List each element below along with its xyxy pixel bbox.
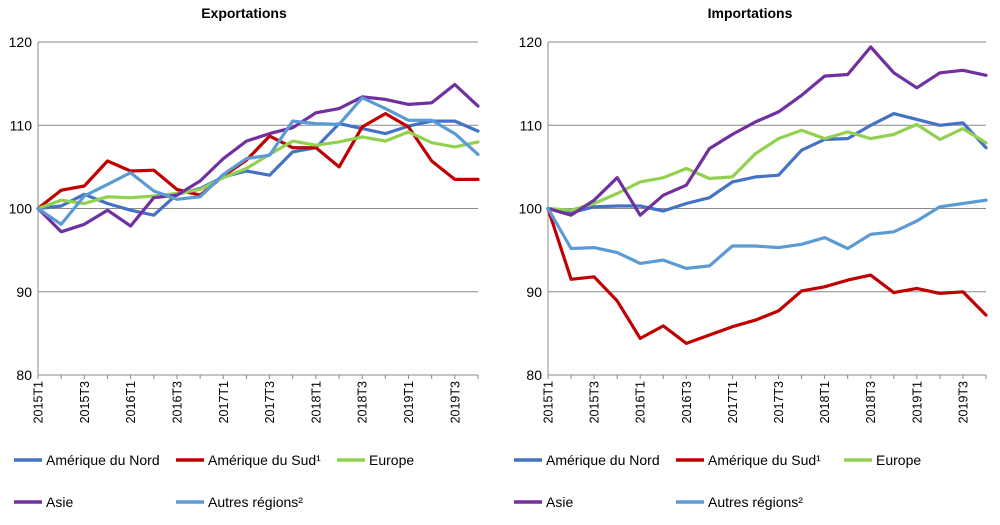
series-line-amerique-du-sud xyxy=(36,111,480,211)
legend-label-amerique-du-sud: Amérique du Sud¹ xyxy=(708,452,821,468)
x-tick-label: 2019T3 xyxy=(448,381,462,423)
legend-label-europe: Europe xyxy=(369,452,414,468)
x-tick-label: 2016T1 xyxy=(634,381,648,423)
series-line-amerique-du-sud xyxy=(546,206,988,345)
x-tick-label: 2018T1 xyxy=(309,381,323,423)
series-line-europe xyxy=(546,122,988,212)
x-tick-label: 2018T3 xyxy=(864,381,878,423)
exportations-chart: Exportations 80 90 100 110 120 2015T1 2015T3 201… xyxy=(9,5,480,510)
legend-label-amerique-du-nord: Amérique du Nord xyxy=(46,452,160,468)
x-tick-label: 2018T1 xyxy=(818,381,832,423)
series-line-amerique-du-nord xyxy=(36,119,480,217)
y-tick-label: 90 xyxy=(526,284,542,300)
y-tick-label: 100 xyxy=(519,201,543,217)
chart-title: Exportations xyxy=(201,5,287,21)
x-tick-label: 2015T3 xyxy=(78,381,92,423)
series-line-europe xyxy=(36,130,480,211)
y-tick-label: 100 xyxy=(9,201,33,217)
y-tick-label: 120 xyxy=(519,34,543,50)
x-tick-label: 2017T1 xyxy=(726,381,740,423)
y-tick-label: 110 xyxy=(520,117,543,133)
y-tick-label: 110 xyxy=(10,117,33,133)
series-line-autres-regions xyxy=(36,96,480,226)
x-tick-label: 2019T1 xyxy=(910,381,924,423)
series-line-asie xyxy=(36,82,480,234)
legend-label-europe: Europe xyxy=(876,452,921,468)
legend-label-asie: Asie xyxy=(546,494,573,510)
series-line-asie xyxy=(546,45,988,217)
x-tick-label: 2017T3 xyxy=(263,381,277,423)
x-tick-label: 2016T3 xyxy=(680,381,694,423)
series-line-autres-regions xyxy=(546,198,988,270)
legend-label-autres-regions: Autres régions² xyxy=(708,494,803,510)
x-tick-label: 2019T1 xyxy=(402,381,416,423)
x-tick-label: 2016T3 xyxy=(170,381,184,423)
x-tick-label: 2017T1 xyxy=(217,381,231,423)
y-tick-label: 80 xyxy=(16,367,32,383)
y-tick-label: 120 xyxy=(9,34,33,50)
x-tick-label: 2016T1 xyxy=(124,381,138,423)
legend-label-autres-regions: Autres régions² xyxy=(208,494,303,510)
legend-label-asie: Asie xyxy=(46,494,73,510)
x-tick-label: 2015T1 xyxy=(32,381,46,423)
x-tick-label: 2015T1 xyxy=(542,381,556,423)
series-line-amerique-du-nord xyxy=(546,111,988,215)
chart-title: Importations xyxy=(708,5,793,21)
y-tick-label: 80 xyxy=(526,367,542,383)
legend-label-amerique-du-sud: Amérique du Sud¹ xyxy=(208,452,321,468)
x-tick-label: 2015T3 xyxy=(588,381,602,423)
x-tick-label: 2018T3 xyxy=(356,381,370,423)
importations-chart: Importations 80 90 100 110 120 2015T1 2015T3 201… xyxy=(514,5,988,510)
x-tick-label: 2017T3 xyxy=(772,381,786,423)
legend-label-amerique-du-nord: Amérique du Nord xyxy=(546,452,660,468)
x-tick-label: 2019T3 xyxy=(956,381,970,423)
y-tick-label: 90 xyxy=(16,284,32,300)
